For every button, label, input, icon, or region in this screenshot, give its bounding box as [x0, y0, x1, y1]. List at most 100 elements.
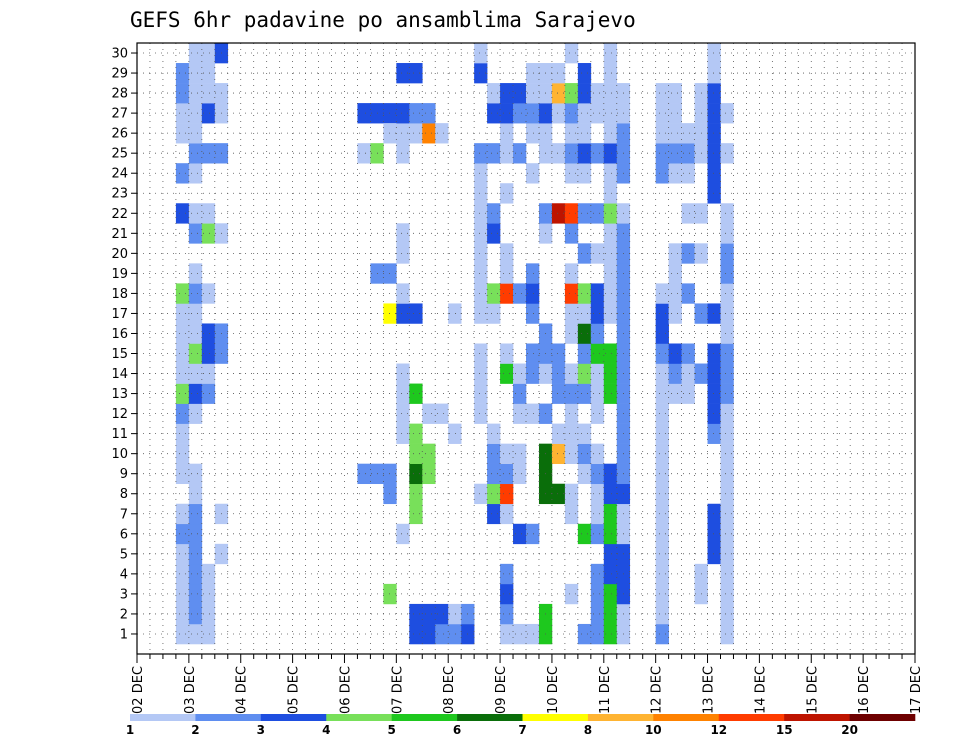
legend-swatch: [260, 714, 327, 721]
heatmap-cell: [188, 363, 203, 384]
heatmap-cell: [577, 463, 592, 485]
heatmap-cell: [487, 223, 501, 244]
heatmap-cell: [590, 323, 605, 344]
heatmap-cell: [720, 583, 734, 605]
heatmap-cell: [500, 623, 514, 645]
legend-label: 2: [191, 723, 199, 737]
heatmap-cell: [681, 343, 695, 364]
legend-label: 8: [584, 723, 592, 737]
y-tick-label: 22: [111, 207, 128, 222]
heatmap-cell: [655, 363, 669, 384]
heatmap-cell: [383, 103, 397, 124]
heatmap-cell: [409, 303, 423, 324]
heatmap-cell: [526, 363, 540, 384]
heatmap-cell: [590, 403, 605, 424]
heatmap-cell: [487, 463, 501, 485]
heatmap-cell: [707, 383, 721, 404]
heatmap-cell: [720, 543, 734, 565]
heatmap-cell: [474, 183, 488, 204]
heatmap-cell: [577, 103, 592, 124]
heatmap-cell: [603, 183, 618, 204]
x-tick-label: 16 DEC: [857, 666, 872, 714]
heatmap-cell: [396, 243, 410, 264]
heatmap-cell: [474, 263, 488, 284]
heatmap-cell: [590, 143, 605, 164]
heatmap-cell: [603, 463, 618, 485]
heatmap-cell: [655, 323, 669, 344]
heatmap-cell: [551, 103, 566, 124]
heatmap-cell: [474, 163, 488, 184]
heatmap-cell: [577, 363, 592, 384]
heatmap-cell: [577, 243, 592, 264]
y-tick-label: 23: [111, 187, 128, 202]
heatmap-cell: [564, 363, 579, 384]
heatmap-cell: [590, 363, 605, 384]
heatmap-cell: [474, 143, 488, 164]
heatmap-cell: [590, 203, 605, 224]
heatmap-cell: [175, 623, 190, 645]
heatmap-cell: [720, 143, 734, 164]
heatmap-cell: [681, 383, 695, 404]
heatmap-cell: [707, 363, 721, 384]
legend-swatch: [391, 714, 458, 721]
heatmap-cell: [513, 363, 527, 384]
heatmap-cell: [175, 443, 190, 464]
heatmap-cell: [590, 343, 605, 364]
heatmap-cell: [487, 83, 501, 104]
heatmap-cell: [603, 563, 618, 585]
heatmap-cell: [707, 543, 721, 565]
legend-label: 10: [645, 723, 662, 737]
heatmap-cell: [357, 463, 371, 485]
heatmap-cell: [603, 283, 618, 304]
heatmap-cell: [590, 303, 605, 324]
heatmap-cell: [590, 623, 605, 645]
heatmap-cell: [564, 503, 579, 525]
heatmap-cell: [396, 283, 410, 304]
heatmap-cell: [720, 243, 734, 264]
x-tick-label: 06 DEC: [339, 666, 354, 714]
x-tick-label: 02 DEC: [131, 666, 146, 714]
heatmap-cell: [564, 263, 579, 284]
legend-label: 6: [453, 723, 461, 737]
heatmap-cell: [564, 223, 579, 244]
heatmap-cell: [707, 163, 721, 184]
heatmap-cell: [603, 483, 618, 505]
heatmap-cell: [707, 403, 721, 424]
heatmap-cell: [487, 423, 501, 444]
heatmap-cell: [720, 303, 734, 324]
heatmap-cell: [500, 263, 514, 284]
heatmap-cell: [500, 603, 514, 625]
y-tick-label: 17: [111, 307, 128, 322]
heatmap-cell: [526, 263, 540, 284]
heatmap-cell: [551, 83, 566, 104]
heatmap-cell: [590, 583, 605, 605]
heatmap-cell: [720, 323, 734, 344]
heatmap-cell: [474, 343, 488, 364]
heatmap-cell: [474, 403, 488, 424]
heatmap-cell: [668, 283, 682, 304]
heatmap-cell: [526, 523, 540, 545]
heatmap-cell: [526, 623, 540, 645]
heatmap-cell: [487, 283, 501, 304]
heatmap-cell: [590, 383, 605, 404]
heatmap-cell: [422, 123, 436, 144]
heatmap-cell: [513, 83, 527, 104]
heatmap-cell: [655, 463, 669, 485]
heatmap-cell: [564, 383, 579, 404]
heatmap-cell: [201, 83, 216, 104]
heatmap-cell: [655, 343, 669, 364]
heatmap-cell: [175, 103, 190, 124]
heatmap-cell: [564, 323, 579, 344]
heatmap-cell: [577, 323, 592, 344]
heatmap-cell: [500, 503, 514, 525]
heatmap-cell: [603, 103, 618, 124]
heatmap-cell: [551, 383, 566, 404]
heatmap-cell: [409, 503, 423, 525]
heatmap-cell: [188, 583, 203, 605]
heatmap-cell: [474, 203, 488, 224]
heatmap-cell: [201, 583, 216, 605]
heatmap-cell: [396, 223, 410, 244]
heatmap-cell: [564, 483, 579, 505]
heatmap-cell: [396, 403, 410, 424]
y-tick-label: 12: [111, 407, 128, 422]
